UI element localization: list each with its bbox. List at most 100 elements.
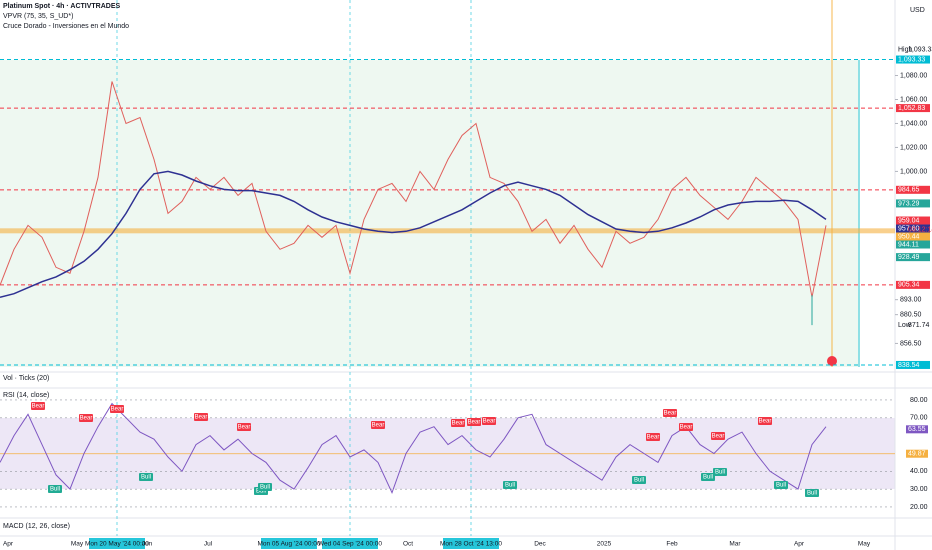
level-band: [0, 228, 895, 234]
signal-text: Bear: [647, 435, 660, 441]
signal-text: Bull: [715, 470, 725, 476]
signal-badge: [371, 421, 385, 429]
price-label: 1,052.83: [898, 105, 925, 112]
indicator-label: VPVR (75, 35, S_UD*): [3, 13, 73, 20]
range-box: [0, 60, 860, 367]
signal-text: Bull: [141, 475, 151, 481]
price-label: 984.65: [898, 187, 920, 194]
x-tick-label: Mar: [729, 541, 741, 548]
signal-badge: [805, 489, 819, 497]
signal-text: Bull: [703, 475, 713, 481]
signal-text: Bear: [372, 423, 385, 429]
signal-badge: [701, 473, 715, 481]
price-label-box: [896, 199, 930, 208]
signal-badge: [79, 414, 93, 422]
signal-text: Bull: [50, 487, 60, 493]
y-tick-label: 70.00: [910, 415, 928, 422]
price-label-box: [896, 253, 930, 262]
price-label: 973.29: [898, 200, 920, 207]
signal-badge: [632, 476, 646, 484]
y-tick-label: 1,040.00: [900, 120, 927, 127]
time-highlight: [89, 538, 145, 549]
signal-text: Bull: [807, 491, 817, 497]
x-tick-label: Mon 20 May '24 00:00: [85, 541, 149, 548]
x-tick-label: Mon 28 Oct '24 13:00: [440, 541, 502, 548]
y-tick-label: 856.50: [900, 340, 922, 347]
signal-text: Bull: [634, 478, 644, 484]
time-highlight: [261, 538, 317, 549]
price-label-box: [896, 232, 930, 241]
price-label: 950.44: [898, 233, 920, 240]
signal-badge: [467, 418, 481, 426]
signal-text: Bear: [238, 425, 251, 431]
currency[interactable]: USD: [910, 7, 925, 14]
time-highlight: [443, 538, 499, 549]
signal-badge: [482, 417, 496, 425]
x-tick-label: Dec: [534, 541, 546, 548]
price-line: [0, 81, 827, 298]
x-tick-label: Wed 04 Sep '24 00:00: [318, 541, 382, 548]
low-label: Low: [898, 322, 912, 329]
x-tick-label: Mon 05 Aug '24 00:00: [257, 541, 320, 548]
signal-text: Bull: [776, 483, 786, 489]
signal-text: Bear: [32, 404, 45, 410]
price-label-box: [896, 55, 930, 64]
price-label: 944.11: [898, 241, 919, 248]
y-tick-label: 20.00: [910, 504, 928, 511]
x-tick-label: May: [858, 541, 871, 548]
signal-text: Bear: [759, 419, 772, 425]
signal-text: Bear: [664, 411, 677, 417]
signal-text: Bear: [80, 416, 93, 422]
x-tick-label: Jul: [204, 541, 213, 548]
panel-label: MACD (12, 26, close): [3, 523, 70, 530]
signal-text: Bear: [483, 419, 496, 425]
signal-badge: [31, 402, 45, 410]
signal-badge: [139, 473, 153, 481]
rsi-value-box: [906, 449, 928, 458]
panel-label: Vol · Ticks (20): [3, 375, 49, 382]
rsi-value-box: [906, 425, 928, 434]
x-tick-label: Feb: [666, 541, 678, 548]
flag-icon[interactable]: [827, 356, 837, 366]
countdown: 03:12:14: [908, 226, 932, 233]
x-tick-label: Apr: [794, 541, 805, 548]
high-value: 1,093.33: [908, 46, 932, 53]
y-tick-label: 1,020.00: [900, 144, 927, 151]
signal-text: Bear: [195, 415, 208, 421]
rsi-value: 49.87: [908, 451, 926, 458]
signal-badge: [646, 433, 660, 441]
y-tick-label: 30.00: [910, 486, 928, 493]
signal-text: Bear: [680, 425, 693, 431]
price-label: 928.49: [898, 254, 920, 261]
signal-badge: [679, 423, 693, 431]
price-label: 957.60: [898, 225, 920, 232]
x-tick-label: 2025: [597, 541, 612, 548]
x-tick-label: Jun: [142, 541, 153, 548]
y-tick-label: 1,080.00: [900, 72, 927, 79]
signal-text: Bear: [111, 407, 124, 413]
x-tick-label: Oct: [403, 541, 413, 548]
y-tick-label: 40.00: [910, 468, 928, 475]
price-label-box: [896, 240, 930, 249]
signal-text: Bull: [260, 485, 270, 491]
rsi-value: 63.55: [908, 426, 926, 433]
price-label-box: [896, 224, 930, 233]
signal-badge: [258, 483, 272, 491]
signal-badge: [713, 468, 727, 476]
signal-badge: [194, 413, 208, 421]
signal-badge: [711, 432, 725, 440]
signal-text: Bear: [452, 421, 465, 427]
y-tick-label: 893.00: [900, 297, 922, 304]
price-label-box: [896, 104, 930, 113]
signal-badge: [774, 481, 788, 489]
y-tick-label: 880.50: [900, 312, 922, 319]
high-label: High: [898, 46, 913, 53]
signal-badge: [758, 417, 772, 425]
vertical-markers: [116, 0, 833, 536]
signal-badge: [110, 405, 124, 413]
price-label-box: [896, 360, 930, 369]
signal-badge: [503, 481, 517, 489]
indicator-label: Cruce Dorado - Inversiones en el Mundo: [3, 23, 129, 30]
y-tick-label: 1,060.00: [900, 96, 927, 103]
signal-badge: [663, 409, 677, 417]
